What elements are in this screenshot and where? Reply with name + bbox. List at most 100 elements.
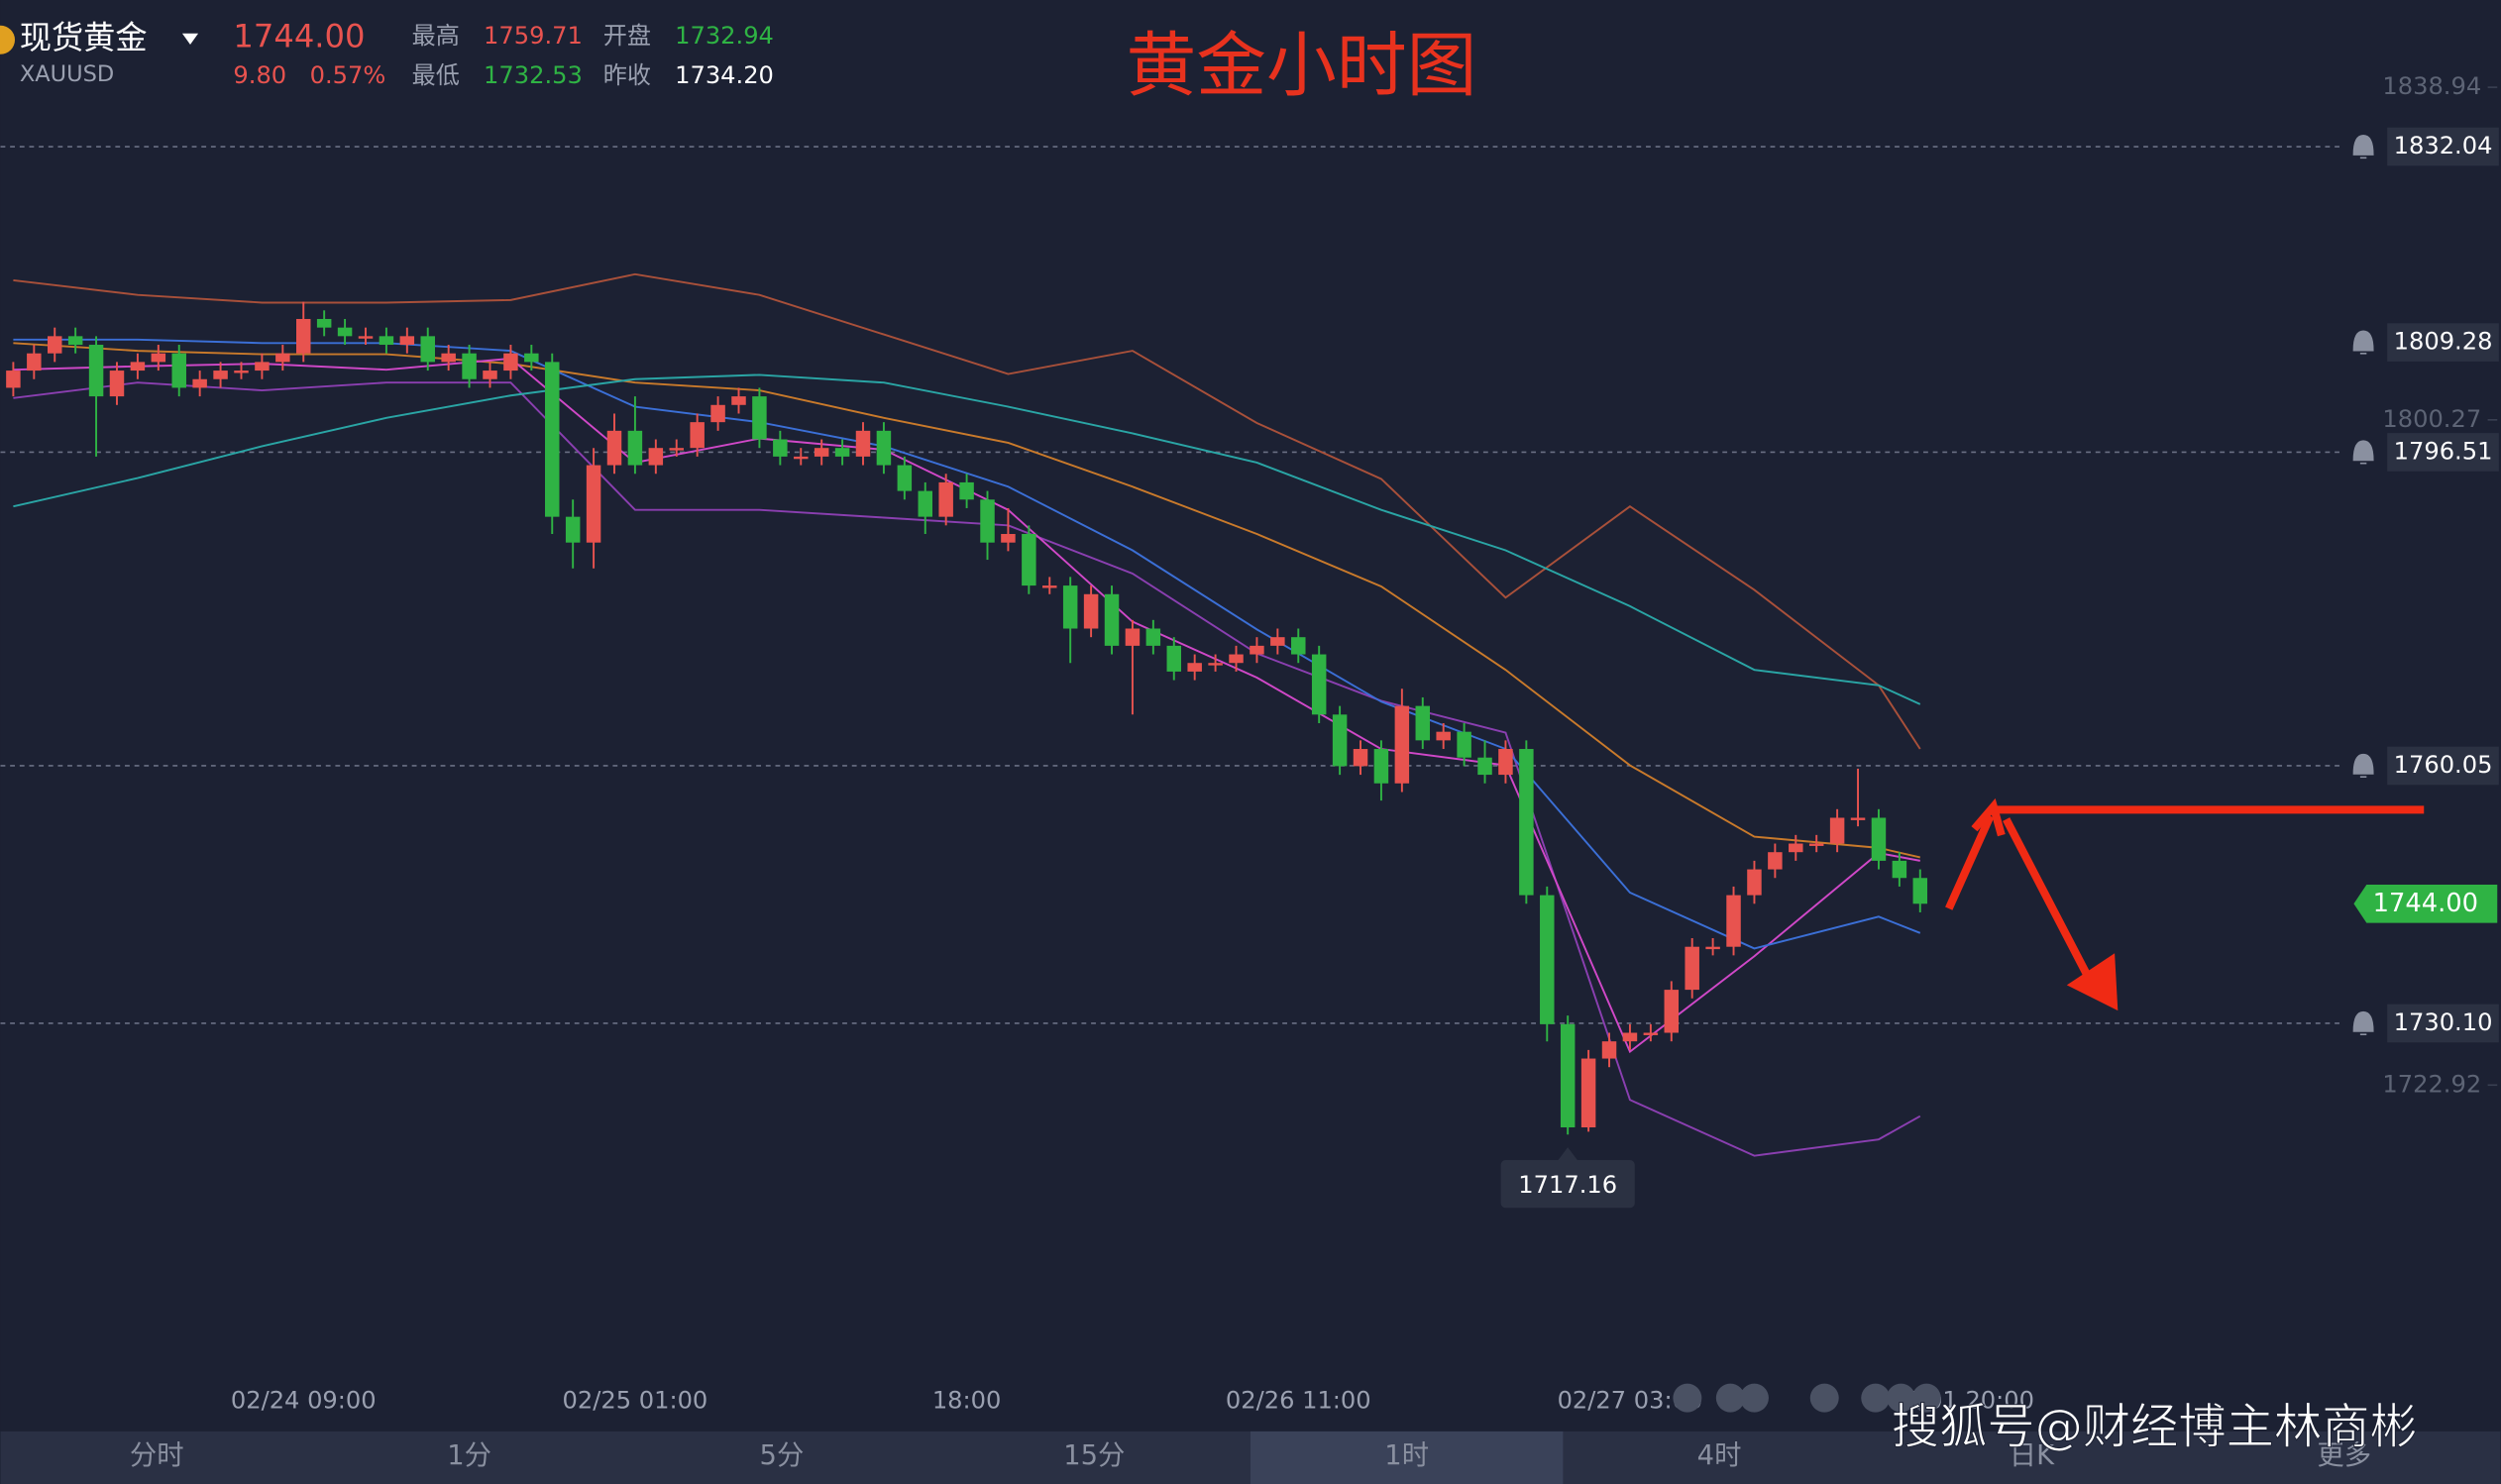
candle-body: [275, 353, 290, 363]
x-tick-label: 02/24 09:00: [231, 1386, 377, 1414]
candle-body: [1250, 645, 1264, 655]
candle-body: [1001, 534, 1016, 543]
alert-bell[interactable]: [2352, 1010, 2374, 1036]
candle-body: [814, 448, 829, 457]
candle-body: [1580, 1058, 1596, 1127]
x-tick-label: 02/25 01:00: [563, 1386, 708, 1414]
high-label: 最高: [412, 22, 460, 50]
toolbar-button[interactable]: [1809, 1383, 1839, 1413]
alert-bell[interactable]: [2352, 753, 2374, 779]
y-tick-label: 1838.94: [2382, 72, 2481, 100]
candle-body: [710, 404, 725, 423]
candle-body: [1892, 860, 1907, 879]
annotation-arrows: [1945, 797, 2425, 988]
candle-body: [918, 490, 932, 517]
candle-body: [1560, 1023, 1576, 1127]
price-line-tag: [2387, 127, 2499, 166]
candle-body: [1415, 705, 1431, 741]
candle-body: [1685, 946, 1699, 991]
candle-body: [855, 430, 871, 457]
candle-body: [1166, 645, 1182, 672]
candle-body: [773, 439, 788, 457]
tab[interactable]: 1分: [447, 1440, 491, 1471]
candle-body: [1768, 852, 1783, 870]
candle-body: [67, 336, 83, 346]
toolbar-button[interactable]: [1673, 1383, 1702, 1413]
candle-body: [47, 336, 62, 354]
y-tick-label: 1800.27: [2382, 405, 2481, 433]
toolbar-button[interactable]: [1887, 1383, 1915, 1413]
active-tab: [1250, 1431, 1564, 1484]
candle-body: [316, 318, 332, 328]
price-line-label: 1730.10: [2394, 1008, 2493, 1036]
candle-body: [1291, 637, 1306, 655]
tab[interactable]: 更多: [2317, 1440, 2371, 1471]
candle-body: [1747, 869, 1762, 896]
candle-body: [980, 499, 995, 543]
candle-body: [1871, 817, 1887, 861]
tab[interactable]: 15分: [1063, 1440, 1125, 1471]
candle-body: [462, 353, 477, 379]
price-line-label: 1809.28: [2394, 328, 2493, 356]
tab[interactable]: 4时: [1697, 1440, 1742, 1471]
candle-body: [1912, 878, 1928, 904]
candle-body: [1022, 534, 1036, 586]
candle-body: [1850, 817, 1866, 820]
instrument-name: 现货黄金: [20, 19, 148, 56]
toolbar-button[interactable]: [1911, 1383, 1941, 1413]
tab[interactable]: 1时: [1384, 1440, 1429, 1471]
candle-body: [1394, 705, 1410, 784]
candle-body: [690, 422, 705, 449]
x-tick-label: 02/26 11:00: [1226, 1386, 1371, 1414]
high: 1759.71: [484, 22, 583, 50]
candle-body: [1457, 731, 1471, 758]
candle-body: [794, 456, 809, 460]
tab[interactable]: 分时: [130, 1440, 184, 1471]
open-label: 开盘: [603, 22, 651, 50]
candle-body: [1270, 637, 1285, 646]
alert-bell[interactable]: [2352, 134, 2374, 159]
candle-body: [1540, 895, 1555, 1024]
candle-body: [379, 336, 394, 346]
alert-bell[interactable]: [2352, 440, 2374, 465]
candle-body: [296, 318, 311, 354]
toolbar-button[interactable]: [1715, 1383, 1745, 1413]
tab[interactable]: 5分: [760, 1440, 805, 1471]
y-tick-label: 1722.92: [2382, 1070, 2481, 1098]
price-line-label: 1796.51: [2394, 437, 2493, 465]
candle-body: [1104, 593, 1120, 646]
candle-body: [358, 336, 374, 339]
symbol: XAUUSD: [20, 61, 114, 87]
toolbar-button[interactable]: [1861, 1383, 1891, 1413]
candle-body: [1062, 585, 1078, 629]
prev-close: 1734.20: [675, 61, 774, 89]
candle-body: [1829, 817, 1845, 844]
candle-body: [171, 353, 186, 388]
candle-body: [1705, 946, 1720, 950]
indicator-line: [13, 342, 1921, 859]
last-price-tag: [2353, 884, 2498, 923]
candle-body: [1643, 1032, 1659, 1035]
change-pct: 0.57%: [310, 61, 386, 89]
plot: 1838.94 1800.27 1722.92 1832.04 1809.28 1796.…: [0, 72, 2499, 1414]
candle-body: [441, 353, 456, 363]
candle-body: [1353, 749, 1368, 767]
candle-body: [1808, 843, 1824, 846]
candle-body: [483, 371, 497, 379]
price: 1744.00: [233, 18, 365, 55]
candle-body: [1042, 585, 1057, 588]
candle-body: [648, 448, 664, 466]
dropdown-icon[interactable]: [181, 33, 199, 46]
prev-close-label: 昨收: [603, 61, 651, 89]
candle-body: [876, 430, 892, 466]
candle-body: [1622, 1032, 1638, 1042]
candle-body: [1145, 628, 1161, 646]
down-arrow: [2003, 817, 2097, 988]
tab[interactable]: 日K: [2010, 1440, 2055, 1471]
price-line-tag: [2387, 433, 2499, 472]
toolbar-button[interactable]: [1739, 1383, 1769, 1413]
price-line-tag: [2387, 746, 2499, 786]
tab-bar: [0, 1431, 2501, 1484]
alert-bell[interactable]: [2352, 330, 2374, 355]
candle-body: [399, 336, 415, 346]
